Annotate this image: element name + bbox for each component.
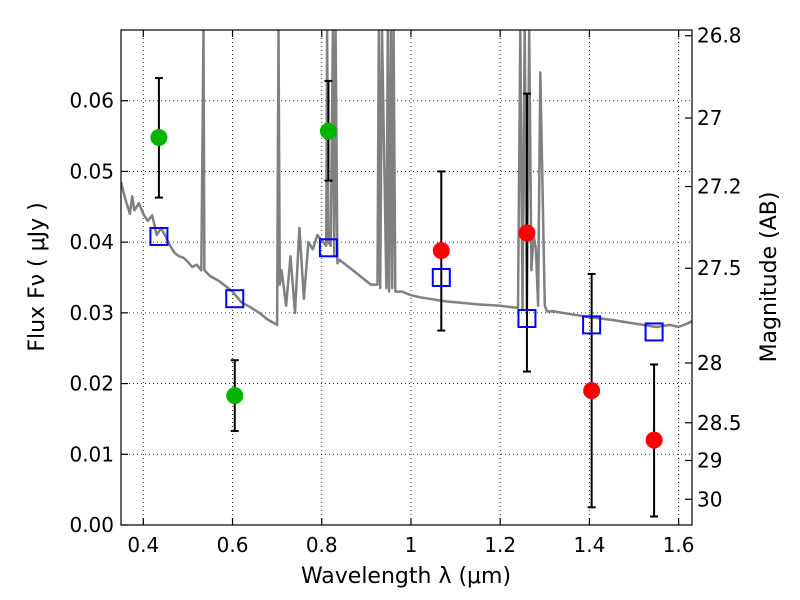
y2-tick-label: 28.5 — [697, 411, 742, 435]
data-point — [319, 122, 337, 140]
y2-tick-label: 27 — [697, 106, 722, 130]
y2-tick-label: 28 — [697, 351, 722, 375]
y2-tick-label: 27.5 — [697, 256, 742, 280]
tick-layer: 0.4 0.6 0.8 1 1.2 1.4 1.6 0.00 0.01 0.02 0.03 0.04 0… — [69, 24, 741, 557]
marker-layer — [149, 122, 664, 449]
x-tick-label: 1.6 — [663, 533, 695, 557]
plot-frame — [120, 29, 693, 526]
model-point — [517, 309, 537, 329]
x-axis-label: Wavelength λ (μm) — [301, 564, 511, 589]
x-tick-label: 1.2 — [484, 533, 516, 557]
data-point — [226, 387, 244, 405]
model-point — [431, 268, 451, 287]
x-tick-label: 0.6 — [217, 533, 249, 557]
data-point — [432, 242, 450, 260]
data-point — [645, 431, 663, 449]
data-point — [150, 128, 168, 146]
data-point — [583, 382, 601, 400]
y-tick-label: 0.04 — [69, 230, 114, 254]
y2-tick-label: 26.8 — [697, 24, 742, 48]
y-axis-label: Flux Fν ( μJy ) — [25, 202, 50, 351]
y-tick-label: 0.03 — [69, 301, 114, 325]
y-tick-label: 0.00 — [69, 513, 114, 537]
y-tick-label: 0.05 — [69, 159, 114, 183]
x-tick-label: 1.4 — [573, 533, 605, 557]
y-tick-label: 0.02 — [69, 372, 114, 396]
y-tick-label: 0.06 — [69, 89, 114, 113]
data-point — [518, 224, 536, 242]
model-point — [644, 322, 664, 342]
y2-axis-label: Magnitude (AB) — [757, 192, 782, 363]
x-tick-label: 0.4 — [127, 533, 159, 557]
model-point — [318, 238, 338, 258]
y2-tick-label: 27.2 — [697, 175, 742, 199]
model-point — [149, 226, 169, 246]
y2-tick-label: 30 — [697, 487, 722, 511]
x-tick-label: 1 — [405, 533, 418, 557]
x-tick-label: 0.8 — [306, 533, 338, 557]
model-point — [582, 315, 602, 335]
y2-tick-label: 29 — [697, 449, 722, 473]
model-spectrum-line — [121, 30, 692, 329]
model-point — [225, 289, 245, 309]
model-spectrum-layer — [121, 30, 692, 329]
grid-layer — [121, 30, 692, 526]
y-tick-label: 0.01 — [69, 442, 114, 466]
